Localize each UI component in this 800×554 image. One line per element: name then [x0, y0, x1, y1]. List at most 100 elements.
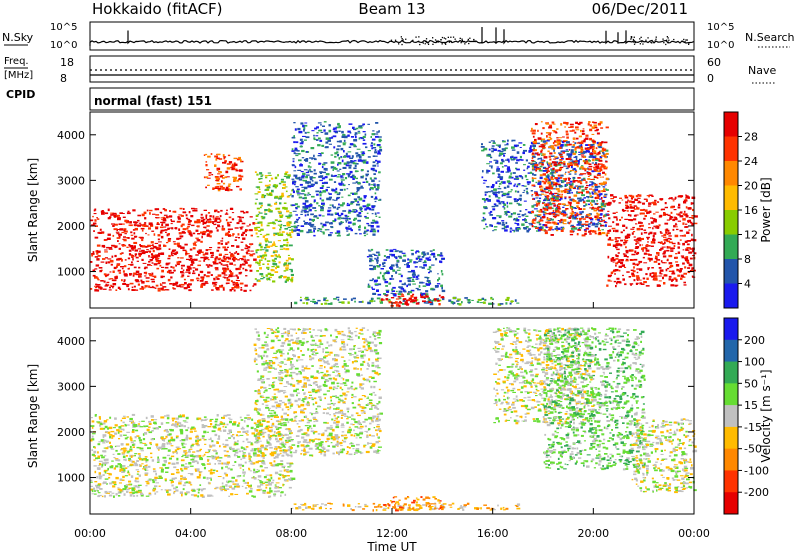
scatter-cell-r9 — [652, 201, 656, 204]
scatter-cell-r0 — [187, 218, 191, 221]
scatter-cell-r8 — [582, 160, 585, 163]
scatter-cell-r8 — [574, 148, 577, 151]
scatter-cell-r2 — [265, 188, 270, 191]
scatter-cell-r0 — [115, 476, 119, 480]
scatter-cell-r9 — [633, 266, 635, 269]
scatter-cell-r3 — [346, 230, 349, 232]
scatter-cell-r9 — [618, 269, 621, 272]
scatter-cell-r0 — [154, 488, 157, 490]
scatter-cell-r8 — [554, 161, 557, 164]
scatter-cell-r1 — [239, 177, 242, 181]
scatter-cell-r7 — [587, 199, 591, 202]
scatter-cell-r2 — [278, 276, 281, 279]
scatter-cell-r3 — [305, 174, 310, 176]
scatter-cell-r8 — [582, 201, 586, 204]
scatter-cell-r0 — [116, 214, 120, 217]
scatter-cell-r3 — [342, 221, 344, 223]
scatter-cell-r1 — [220, 174, 225, 176]
scatter-cell-r0 — [181, 469, 184, 472]
scatter-cell-r7 — [545, 188, 549, 190]
scatter-cell-r0 — [170, 276, 173, 279]
scatter-cell-r9 — [655, 211, 659, 213]
scatter-cell-r6 — [377, 276, 381, 279]
scatter-cell-r9 — [667, 237, 671, 240]
scatter-cell-r0 — [222, 246, 226, 249]
scatter-cell-r6 — [426, 252, 429, 254]
scatter-cell-r7 — [576, 224, 581, 226]
scatter-cell-r0 — [136, 494, 139, 497]
scatter-cell-r3 — [342, 166, 347, 169]
scatter-cell-r4 — [317, 299, 321, 302]
scatter-cell-r7 — [509, 227, 512, 229]
scatter-cell-r8 — [565, 133, 569, 136]
scatter-cell-r3 — [297, 169, 302, 171]
scatter-cell-r7 — [515, 227, 518, 230]
scatter-cell-r0 — [214, 219, 217, 222]
scatter-cell-r7 — [577, 197, 581, 200]
scatter-cell-r0 — [160, 284, 163, 286]
scatter-cell-r0 — [243, 260, 247, 263]
scatter-cell-r0 — [166, 289, 170, 291]
scatter-cell-r0 — [127, 210, 130, 213]
scatter-cell-r8 — [597, 163, 600, 166]
scatter-cell-r1 — [224, 160, 227, 163]
scatter-cell-r3 — [320, 207, 324, 210]
scatter-cell-r7 — [581, 210, 584, 214]
scatter-cell-r8 — [548, 126, 553, 129]
scatter-cell-r0 — [106, 246, 110, 249]
scatter-cell-r8 — [531, 211, 534, 214]
scatter-cell-r0 — [177, 216, 180, 219]
scatter-cell-r3 — [313, 234, 316, 237]
scatter-cell-r9 — [671, 278, 674, 281]
scatter-cell-r8 — [531, 127, 533, 131]
scatter-cell-r2 — [280, 178, 284, 181]
scatter-cell-r6 — [367, 283, 370, 286]
scatter-cell-r3 — [349, 132, 352, 134]
scatter-cell-r0 — [239, 219, 242, 222]
scatter-cell-r0 — [101, 232, 105, 234]
scatter-cell-r8 — [572, 200, 577, 203]
scatter-cell-r0 — [123, 265, 127, 268]
scatter-cell-r9 — [665, 228, 669, 231]
scatter-cell-r9 — [620, 259, 624, 262]
scatter-cell-r0 — [113, 483, 117, 486]
scatter-cell-r7 — [549, 173, 554, 175]
nsearch-dot — [651, 42, 653, 44]
scatter-cell-r7 — [488, 155, 492, 157]
scatter-cell-r7 — [507, 211, 510, 213]
scatter-cell-r0 — [245, 234, 247, 237]
scatter-cell-r3 — [298, 159, 302, 162]
scatter-cell-r8 — [556, 128, 559, 130]
scatter-cell-r6 — [417, 278, 420, 280]
scatter-cell-r2 — [273, 241, 275, 244]
scatter-cell-r4 — [312, 301, 316, 303]
scatter-cell-r3 — [312, 207, 317, 209]
scatter-cell-r9 — [675, 253, 678, 255]
scatter-cell-r0 — [137, 283, 140, 286]
scatter-cell-r0 — [158, 241, 162, 243]
scatter-cell-r7 — [539, 165, 543, 168]
scatter-cell-r0 — [144, 456, 148, 458]
scatter-cell-r0 — [207, 265, 210, 268]
scatter-cell-r3 — [307, 185, 312, 188]
scatter-cell-r8 — [580, 140, 583, 143]
scatter-cell-r0 — [152, 275, 155, 277]
scatter-cell-r6 — [424, 260, 427, 263]
scatter-cell-r3 — [304, 203, 306, 206]
scatter-cell-r9 — [636, 238, 640, 241]
scatter-cell-r7 — [598, 193, 602, 196]
scatter-cell-r9 — [659, 198, 664, 201]
scatter-cell-r8 — [542, 153, 546, 156]
scatter-cell-r3 — [325, 146, 329, 149]
scatter-cell-r4 — [379, 301, 383, 304]
scatter-cell-r6 — [376, 265, 378, 267]
scatter-cell-r9 — [691, 233, 693, 237]
scatter-cell-r8 — [530, 162, 533, 164]
scatter-cell-r9 — [611, 227, 616, 230]
scatter-cell-r8 — [550, 176, 554, 179]
scatter-cell-r0 — [109, 441, 111, 444]
scatter-cell-r8 — [564, 209, 567, 211]
scatter-cell-r7 — [506, 205, 509, 208]
scatter-cell-r9 — [653, 260, 658, 263]
scatter-cell-r9 — [691, 275, 694, 278]
